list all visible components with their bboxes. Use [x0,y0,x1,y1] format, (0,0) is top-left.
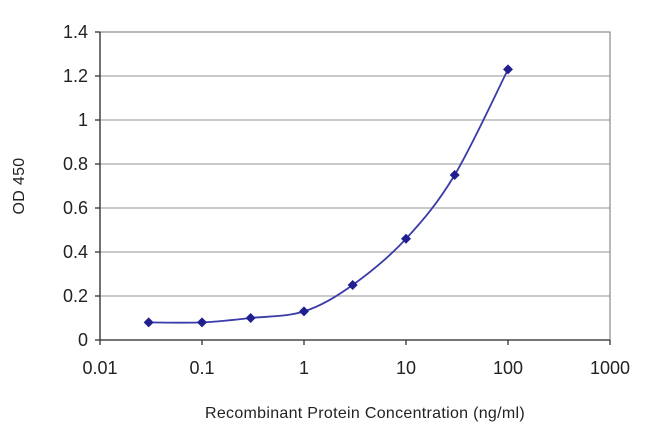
x-axis-label: Recombinant Protein Concentration (ng/ml… [205,405,525,422]
x-tick-label: 1 [299,358,309,378]
y-tick-label: 0.8 [63,154,88,174]
x-tick-label: 0.01 [82,358,117,378]
data-point-marker [245,313,256,323]
data-point-marker [299,306,309,317]
grid-layer [100,75,610,297]
x-tick-label: 0.1 [189,358,214,378]
series-line [148,68,509,324]
y-tick-labels: 0 0.2 0.4 0.6 0.8 1 1.2 1.4 [63,22,100,350]
y-tick-label: 1.4 [63,22,88,42]
data-point-marker [143,317,154,328]
data-point-marker [401,233,411,244]
y-tick-label: 1 [78,110,88,130]
y-tick-label: 0.6 [63,198,88,218]
y-tick-label: 0 [78,330,88,350]
data-point-marker [449,170,460,180]
data-point-marker [347,280,358,290]
x-tick-label: 10 [396,358,416,378]
data-point-marker [197,317,207,328]
x-tick-label: 1000 [590,358,630,378]
y-tick-label: 0.4 [63,242,88,262]
y-tick-label: 1.2 [63,66,88,86]
data-point-marker [503,64,513,75]
x-tick-label: 100 [493,358,523,378]
plot-frame [99,31,611,341]
series-layer [143,64,513,328]
y-axis-label: OD 450 [11,158,28,215]
y-tick-label: 0.2 [63,286,88,306]
x-tick-labels: 0.01 0.1 1 10 100 1000 [82,340,630,378]
